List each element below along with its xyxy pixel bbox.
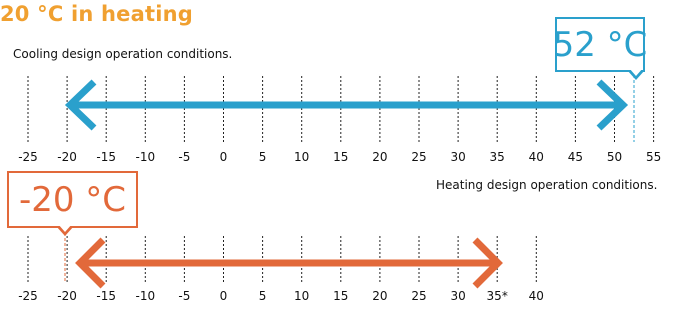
cooling-conditions-label: Cooling design operation conditions. — [13, 47, 233, 61]
heating-tick-label: 30 — [450, 289, 465, 303]
cooling-tick-label: -15 — [96, 150, 116, 164]
heating-tick-label: -25 — [18, 289, 38, 303]
heating-tick-label: -10 — [135, 289, 155, 303]
cooling-gridlines — [27, 76, 655, 142]
cooling-tick-label: -10 — [135, 150, 155, 164]
heating-conditions-label: Heating design operation conditions. — [436, 178, 658, 192]
heating-arrow-right-head — [472, 237, 503, 289]
cooling-tick-label: 50 — [607, 150, 622, 164]
cooling-arrow-left-head — [64, 79, 97, 131]
heating-tick-label: 5 — [259, 289, 267, 303]
cooling-tick-labels: -25 -20 -15 -10 -5 0 5 10 15 20 25 30 35 40 45 50 55 — [18, 150, 661, 164]
heating-min-value: -20 °C — [18, 179, 127, 220]
cooling-arrow-right-head — [596, 79, 629, 131]
heating-arrow-left-head — [75, 237, 106, 289]
heating-callout-pointer-fill — [58, 224, 72, 232]
cooling-tick-label: 10 — [294, 150, 309, 164]
cooling-tick-label: 20 — [372, 150, 387, 164]
heating-tick-label: 15 — [333, 289, 348, 303]
header-title: 20 °C in heating — [0, 2, 193, 26]
heating-tick-label: 40 — [529, 289, 544, 303]
heating-tick-label: 35* — [487, 289, 508, 303]
cooling-tick-label: 45 — [568, 150, 583, 164]
heating-tick-label: -15 — [96, 289, 116, 303]
heating-min-callout: -20 °C — [7, 171, 138, 228]
heating-tick-labels: -25 -20 -15 -10 -5 0 5 10 15 20 25 30 35* 40 — [18, 289, 544, 303]
cooling-tick-label: -5 — [178, 150, 190, 164]
cooling-tick-label: 0 — [220, 150, 228, 164]
cooling-tick-label: 30 — [450, 150, 465, 164]
heating-tick-label: -20 — [57, 289, 77, 303]
heating-tick-label: -5 — [178, 289, 190, 303]
heating-tick-label: 0 — [220, 289, 228, 303]
cooling-tick-label: -25 — [18, 150, 38, 164]
cooling-tick-label: 15 — [333, 150, 348, 164]
cooling-callout-pointer-fill — [629, 68, 643, 76]
cooling-range-arrow — [64, 79, 629, 131]
heating-range-arrow — [75, 237, 503, 289]
cooling-tick-label: 40 — [529, 150, 544, 164]
heating-tick-label: 10 — [294, 289, 309, 303]
cooling-max-value: 52 °C — [552, 24, 648, 65]
cooling-max-callout: 52 °C — [552, 17, 648, 72]
cooling-tick-label: 25 — [411, 150, 426, 164]
cooling-tick-label: 35 — [490, 150, 505, 164]
heating-tick-label: 20 — [372, 289, 387, 303]
cooling-tick-label: 5 — [259, 150, 267, 164]
cooling-tick-label: 55 — [646, 150, 661, 164]
cooling-tick-label: -20 — [57, 150, 77, 164]
heating-tick-label: 25 — [411, 289, 426, 303]
